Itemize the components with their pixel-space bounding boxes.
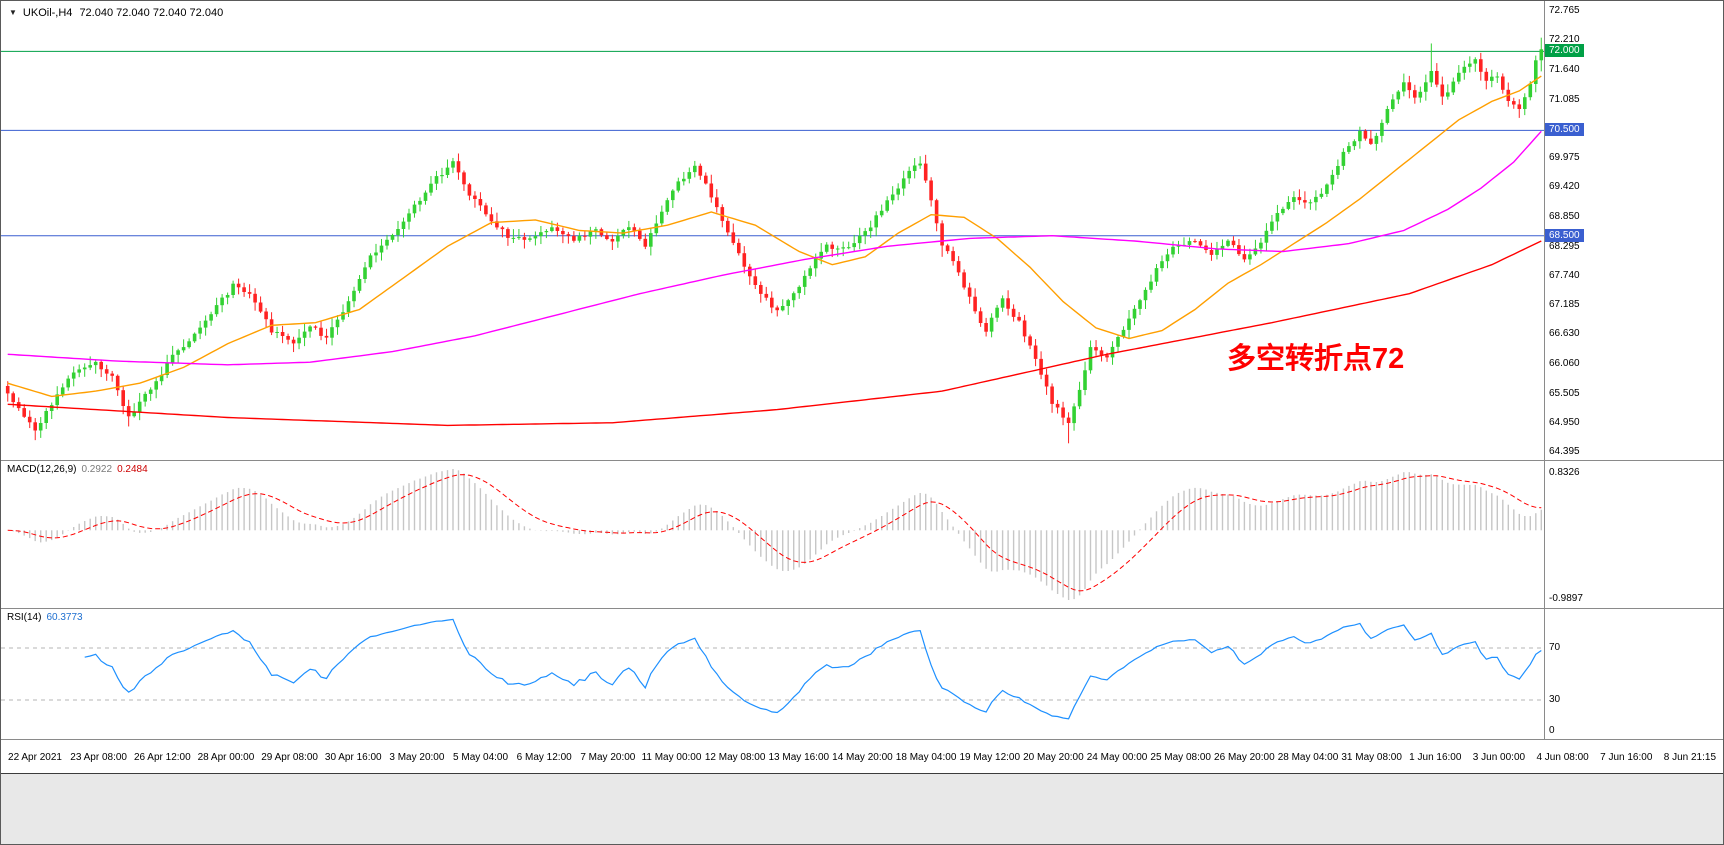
panel-separator[interactable] <box>1 608 1723 609</box>
time-label: 30 Apr 16:00 <box>324 752 382 763</box>
time-label: 29 Apr 08:00 <box>261 752 318 763</box>
rsi-level-lines <box>1 647 1545 701</box>
price-tick: 71.085 <box>1549 93 1580 105</box>
price-tick: 68.850 <box>1549 211 1580 223</box>
time-label: 28 May 04:00 <box>1277 752 1339 763</box>
main-chart-canvas[interactable] <box>1 1 1545 460</box>
macd-panel-canvas[interactable] <box>1 461 1545 608</box>
price-tick: 66.060 <box>1549 358 1580 370</box>
macd-histogram <box>12 469 1543 600</box>
rsi-panel-canvas[interactable] <box>1 609 1545 739</box>
macd-signal-line <box>7 474 1542 592</box>
time-label: 13 May 16:00 <box>768 752 830 763</box>
panel-separator[interactable] <box>1 460 1723 461</box>
price-tick: 69.420 <box>1549 181 1580 193</box>
time-label: 5 May 04:00 <box>453 752 509 763</box>
price-line-badge[interactable]: 68.500 <box>1545 228 1584 242</box>
macd-name: MACD(12,26,9) <box>7 464 77 475</box>
price-tick: 64.395 <box>1549 445 1580 457</box>
macd-axis-min: -0.9897 <box>1549 593 1583 604</box>
time-label: 1 Jun 16:00 <box>1409 752 1462 763</box>
panel-separator <box>1 739 1723 740</box>
time-label: 26 May 20:00 <box>1214 752 1275 763</box>
time-label: 23 Apr 08:00 <box>70 752 127 763</box>
axis-separator <box>1544 1 1545 739</box>
price-tick: 65.505 <box>1549 387 1580 399</box>
rsi-line <box>84 618 1542 720</box>
annotation-text[interactable]: 多空转折点72 <box>1227 343 1405 375</box>
time-label: 25 May 08:00 <box>1150 752 1211 763</box>
macd-main-value: 0.2922 <box>81 464 113 475</box>
ma-line-slow-red <box>7 240 1542 427</box>
rsi-level-label: 30 <box>1549 694 1561 705</box>
price-axis[interactable]: 72.76572.21071.64071.08570.53069.97569.4… <box>1545 1 1723 740</box>
time-label: 19 May 12:00 <box>959 752 1021 763</box>
time-label: 6 May 12:00 <box>516 752 572 763</box>
time-label: 26 Apr 12:00 <box>133 752 191 763</box>
price-tick: 66.630 <box>1549 328 1580 340</box>
time-label: 4 Jun 08:00 <box>1536 752 1589 763</box>
ma-line-fast-orange <box>7 75 1542 398</box>
time-label: 22 Apr 2021 <box>8 752 62 763</box>
window-background <box>1 773 1723 844</box>
price-tick: 67.185 <box>1549 299 1580 311</box>
time-label: 8 Jun 21:15 <box>1663 752 1717 763</box>
price-tick: 72.210 <box>1549 34 1580 46</box>
chart-title: ▼ UKOil-,H4 72.040 72.040 72.040 72.040 <box>9 7 223 19</box>
rsi-level-label: 0 <box>1549 725 1555 736</box>
chart-dropdown-icon[interactable]: ▼ <box>9 8 17 17</box>
price-tick: 69.975 <box>1549 152 1580 164</box>
time-label: 12 May 08:00 <box>704 752 766 763</box>
time-label: 7 May 20:00 <box>580 752 636 763</box>
time-axis[interactable]: 22 Apr 2021 23 Apr 08:00 26 Apr 12:00 28 Ap… <box>1 740 1723 772</box>
price-tick: 72.765 <box>1549 5 1580 17</box>
ohlc-values: 72.040 72.040 72.040 72.040 <box>79 7 224 19</box>
rsi-name: RSI(14) <box>7 612 42 623</box>
price-tick: 68.295 <box>1549 240 1580 252</box>
time-label: 24 May 00:00 <box>1086 752 1148 763</box>
time-label: 28 Apr 00:00 <box>197 752 255 763</box>
rsi-level-label: 70 <box>1549 642 1561 653</box>
macd-axis-max: 0.8326 <box>1549 467 1580 478</box>
price-tick: 64.950 <box>1549 416 1580 428</box>
symbol-period-label: UKOil-,H4 <box>22 7 73 19</box>
time-label: 14 May 20:00 <box>832 752 893 763</box>
ma-line-medium-magenta <box>7 130 1542 366</box>
rsi-value: 60.3773 <box>46 612 83 623</box>
horizontal-lines-layer <box>1 50 1545 237</box>
price-tick: 71.640 <box>1549 64 1580 76</box>
price-line-badge[interactable]: 70.500 <box>1545 123 1584 137</box>
time-label: 3 May 20:00 <box>389 752 445 763</box>
time-label: 7 Jun 16:00 <box>1600 752 1653 763</box>
time-label: 3 Jun 00:00 <box>1472 752 1526 763</box>
time-label: 20 May 20:00 <box>1023 752 1084 763</box>
rsi-indicator-label: RSI(14) 60.3773 <box>7 612 88 623</box>
time-label: 18 May 04:00 <box>895 752 957 763</box>
price-tick: 67.740 <box>1549 269 1580 281</box>
macd-indicator-label: MACD(12,26,9) 0.2922 0.2484 <box>7 464 153 475</box>
time-label: 31 May 08:00 <box>1341 752 1402 763</box>
macd-signal-value: 0.2484 <box>117 464 148 475</box>
time-label: 11 May 00:00 <box>641 752 702 763</box>
candles-layer <box>5 37 1544 444</box>
price-line-badge[interactable]: 72.000 <box>1545 44 1584 58</box>
